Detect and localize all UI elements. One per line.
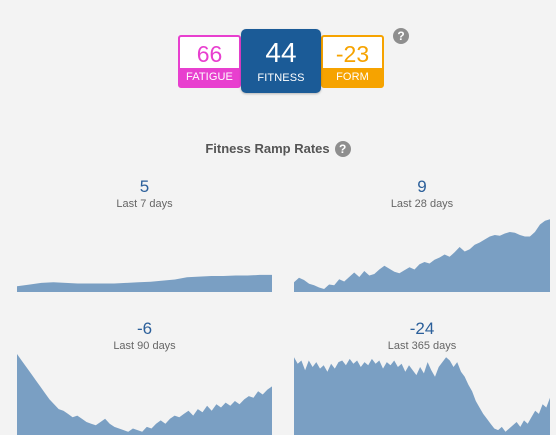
ramp-area — [17, 354, 272, 435]
fatigue-label: FATIGUE — [180, 68, 239, 86]
ramp-value-28-days: 9 — [417, 177, 427, 196]
ramp-panel-7-days: 5 Last 7 days — [17, 177, 272, 292]
fitness-value: 44 — [265, 37, 297, 68]
form-score[interactable]: -23 FORM — [321, 35, 384, 88]
ramp-panel-365-days: -24 Last 365 days — [294, 319, 550, 435]
ramp-chart-28-days — [294, 219, 550, 292]
ramp-area — [17, 274, 272, 292]
ramp-label-7-days: Last 7 days — [116, 198, 173, 210]
ramp-panel-90-days: -6 Last 90 days — [17, 319, 272, 435]
ramp-chart-365-days — [294, 357, 550, 435]
ramp-label-28-days: Last 28 days — [390, 198, 454, 210]
ramp-help-question-icon[interactable]: ? — [334, 140, 351, 157]
ramp-chart-7-days — [17, 274, 272, 292]
ramp-area — [294, 357, 550, 435]
ramp-rates-heading: Fitness Ramp Rates? — [0, 140, 556, 157]
fitness-label: FITNESS — [257, 72, 305, 84]
ramp-rates-title: Fitness Ramp Rates — [205, 141, 330, 157]
scores-help-question-icon[interactable]: ? — [393, 28, 409, 44]
form-label: FORM — [323, 68, 382, 86]
score-summary: 66 FATIGUE 44 FITNESS -23 FORM — [178, 29, 388, 93]
ramp-label-365-days: Last 365 days — [387, 340, 457, 352]
ramp-label-90-days: Last 90 days — [113, 340, 176, 352]
fatigue-score[interactable]: 66 FATIGUE — [178, 35, 241, 88]
ramp-chart-90-days — [17, 354, 272, 435]
ramp-value-7-days: 5 — [139, 177, 150, 196]
ramp-panel-28-days: 9 Last 28 days — [294, 177, 550, 292]
form-value: -23 — [335, 41, 370, 67]
ramp-value-365-days: -24 — [409, 319, 435, 338]
ramp-value-90-days: -6 — [136, 319, 153, 338]
fatigue-value: 66 — [196, 41, 223, 67]
ramp-area — [294, 219, 550, 292]
fitness-score[interactable]: 44 FITNESS — [241, 29, 321, 93]
